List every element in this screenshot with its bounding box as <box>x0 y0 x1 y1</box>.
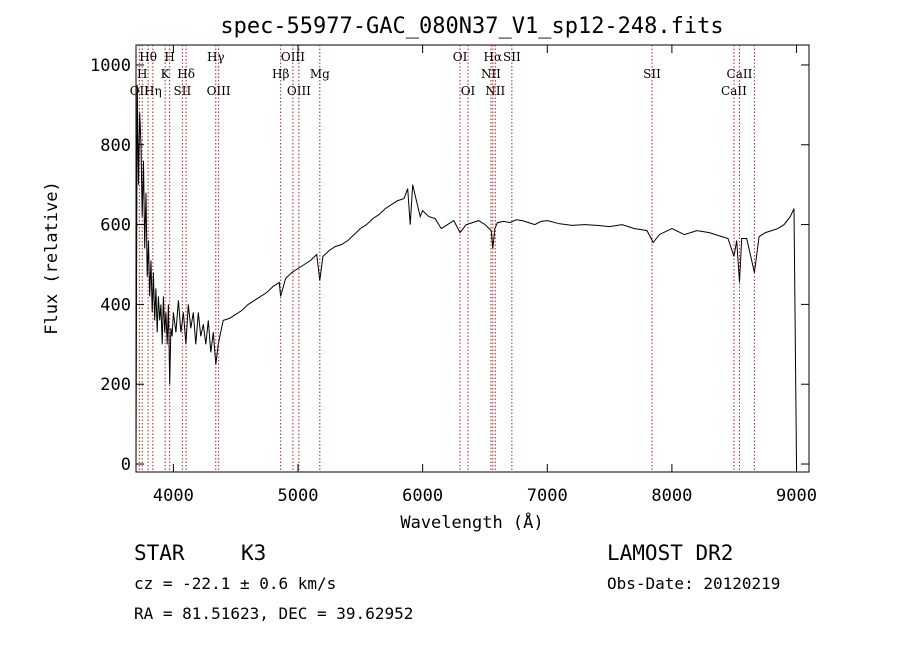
y-axis-ticks: 0 200 400 600 800 1000 <box>90 56 809 475</box>
x-tick-label: 9000 <box>776 486 817 506</box>
y-tick-label: 0 <box>121 455 131 475</box>
x-tick-label: 8000 <box>651 486 692 506</box>
y-tick-label: 400 <box>100 295 131 315</box>
spectral-line-labels: Hθ OII H Hη HK Hδ SII Hγ OIII OIII Hβ OIII Mg OI OI Hα N… <box>130 50 753 98</box>
spectral-line-label: Hβ <box>272 67 289 81</box>
coordinates: RA = 81.51623, DEC = 39.62952 <box>134 604 413 623</box>
spectral-line-label: Hα <box>484 50 503 64</box>
y-tick-label: 800 <box>100 136 131 156</box>
x-tick-label: 5000 <box>278 486 319 506</box>
spectral-line-label: OI <box>453 50 468 64</box>
spectral-line-label: NII <box>485 84 505 98</box>
x-axis-ticks: 4000 5000 6000 7000 8000 9000 <box>153 45 817 506</box>
x-tick-label: 6000 <box>402 486 443 506</box>
plot-frame <box>135 44 810 473</box>
spectral-line-label: Hη <box>144 84 162 98</box>
survey-name: LAMOST DR2 <box>607 541 733 565</box>
spectral-line-label: Hγ <box>207 50 225 64</box>
object-subclass: K3 <box>241 541 266 565</box>
object-class: STAR <box>134 541 185 565</box>
y-axis-label: Flux (relative) <box>42 181 62 335</box>
x-tick-label: 7000 <box>527 486 568 506</box>
spectral-line-markers <box>138 45 755 472</box>
spectral-line-label: Mg <box>310 67 330 81</box>
spectral-line-label: SII <box>174 84 192 98</box>
spectral-line-label: K <box>161 67 171 81</box>
velocity-readout: cz = -22.1 ± 0.6 km/s <box>134 574 336 593</box>
x-axis-label: Wavelength (Å) <box>400 511 543 533</box>
spectral-line-label: OI <box>461 84 476 98</box>
y-tick-label: 600 <box>100 216 131 236</box>
obs-date: Obs-Date: 20120219 <box>607 574 780 593</box>
spectral-line-label: CaII <box>727 67 753 81</box>
spectral-line-label: SII <box>503 50 521 64</box>
spectral-line-label: Hδ <box>177 67 195 81</box>
y-tick-label: 200 <box>100 375 131 395</box>
x-tick-label: 4000 <box>153 486 194 506</box>
spectral-line-label: OIII <box>281 50 305 64</box>
spectral-line-label: OIII <box>207 84 231 98</box>
spectral-line-label: OII <box>130 84 150 98</box>
spectral-line-label: NII <box>481 67 501 81</box>
y-tick-label: 1000 <box>90 56 131 76</box>
chart-title: spec-55977-GAC_080N37_V1_sp12-248.fits <box>220 14 723 39</box>
spectral-line-label: H <box>164 50 174 64</box>
spectral-line-label: H <box>137 67 147 81</box>
spectral-line-label: Hθ <box>139 50 157 64</box>
spectral-line-label: OIII <box>287 84 311 98</box>
spectral-line-label: CaII <box>721 84 747 98</box>
spectrum-line <box>135 84 797 465</box>
spectral-line-label: SII <box>643 67 661 81</box>
